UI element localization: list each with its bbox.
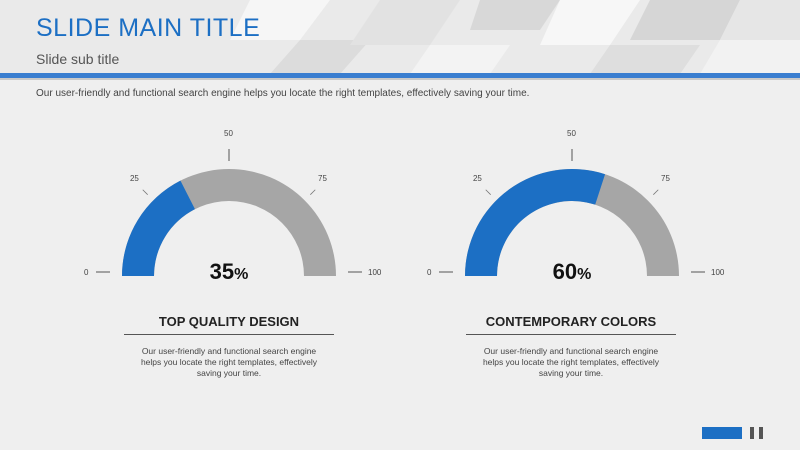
gauge-1-tick-25 (142, 189, 148, 195)
footer-bar-right (759, 427, 763, 439)
header-accent-bar (0, 73, 800, 78)
slide-header: SLIDE MAIN TITLE Slide sub title (0, 0, 800, 74)
card-2-text-line-2: helps you locate the right templates, ef… (482, 357, 660, 367)
card-1-text-line-1: Our user-friendly and functional search … (141, 346, 317, 356)
gauge-2-label-50: 50 (567, 129, 576, 138)
card-1-title: TOP QUALITY DESIGN (158, 314, 300, 329)
gauge-2-fill (465, 169, 606, 276)
slide-subtitle: Slide sub title (36, 51, 120, 67)
gauge-1-tick-75 (310, 189, 316, 195)
gauge-1-label-25: 25 (130, 174, 139, 183)
card-2-rule (466, 334, 676, 335)
gauge-2-value-number: 60 (553, 259, 577, 284)
gauge-1: 0 25 50 75 100 35% (84, 129, 382, 284)
gauge-1-label-50: 50 (224, 129, 233, 138)
gauge-2: 0 25 50 75 100 60% (427, 129, 725, 284)
slide-title: SLIDE MAIN TITLE (36, 14, 261, 42)
card-1-text: Our user-friendly and functional search … (124, 346, 334, 379)
gauge-2-label-100: 100 (711, 268, 725, 277)
footer-accent-block (702, 427, 742, 439)
card-1-rule (124, 334, 334, 335)
gauge-1-value: 35% (210, 259, 249, 284)
gauge-2-value: 60% (553, 259, 592, 284)
slide-description: Our user-friendly and functional search … (36, 88, 530, 99)
card-2-title: CONTEMPORARY COLORS (485, 314, 657, 329)
gauge-2-label-0: 0 (427, 268, 432, 277)
gauge-2-tick-75 (653, 189, 659, 195)
gauge-1-value-unit: % (234, 266, 248, 283)
gauge-1-label-75: 75 (318, 174, 327, 183)
card-1-text-line-3: saving your time. (196, 368, 262, 378)
card-1-text-line-2: helps you locate the right templates, ef… (140, 357, 318, 367)
gauge-2-track (465, 169, 679, 276)
card-2-text-line-3: saving your time. (538, 368, 604, 378)
gauge-1-value-number: 35 (210, 259, 234, 284)
header-background-pattern (230, 0, 800, 74)
gauge-2-tick-25 (485, 189, 491, 195)
gauge-1-label-0: 0 (84, 268, 89, 277)
header-divider (0, 78, 800, 80)
gauge-2-label-25: 25 (473, 174, 482, 183)
gauge-2-label-75: 75 (661, 174, 670, 183)
footer-bar-left (750, 427, 754, 439)
gauge-1-label-100: 100 (368, 268, 382, 277)
card-2-text: Our user-friendly and functional search … (466, 346, 676, 379)
card-2-text-line-1: Our user-friendly and functional search … (483, 346, 659, 356)
gauge-1-track (122, 169, 336, 276)
gauge-1-fill (122, 180, 195, 276)
gauge-2-value-unit: % (577, 266, 591, 283)
